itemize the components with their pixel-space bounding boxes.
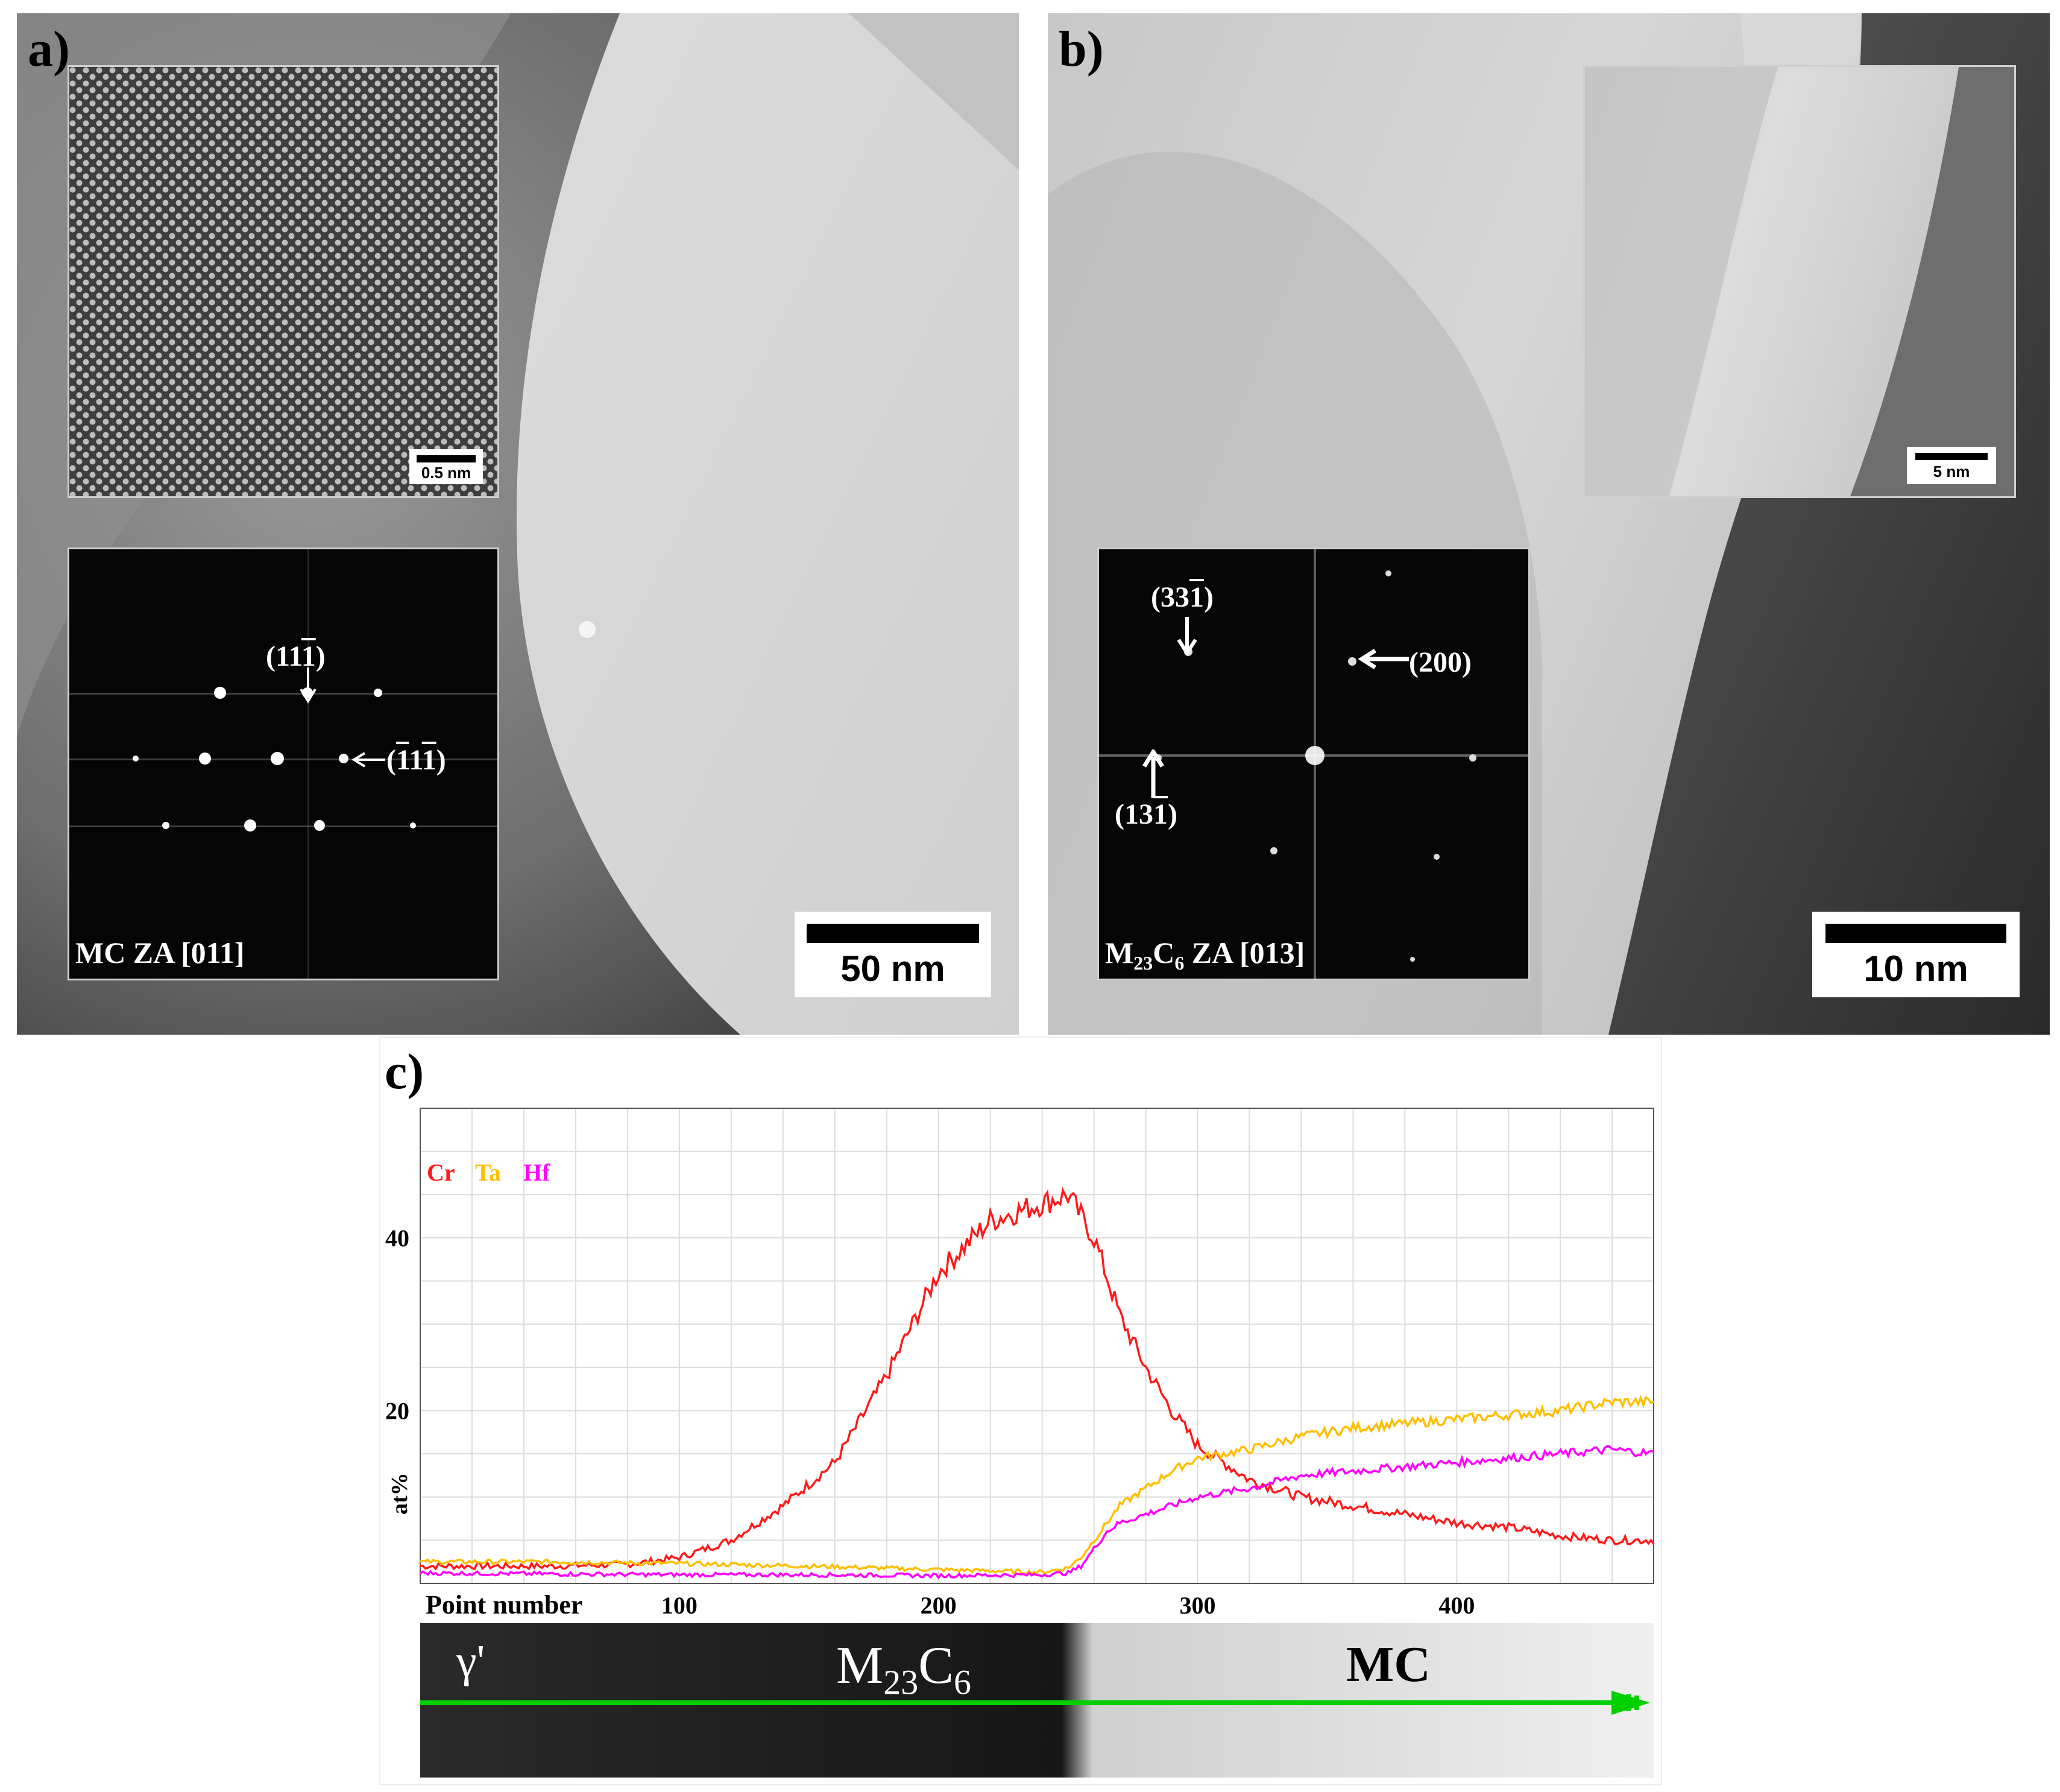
series-line-hf bbox=[419, 1445, 1654, 1580]
panel-a-fft-caption: MC ZA [011] bbox=[75, 936, 245, 970]
strip-label-gamma-prime: γ' bbox=[456, 1636, 485, 1686]
panel-a-spot-label-1: (111) bbox=[266, 640, 326, 672]
series-line-ta bbox=[420, 1395, 1654, 1576]
panel-b-hrtem-inset: 5 nm bbox=[1583, 65, 2016, 498]
panel-b-lattice-image bbox=[1585, 67, 2014, 496]
y-axis-label: at% bbox=[387, 1472, 412, 1515]
panel-a-lattice-image bbox=[69, 67, 497, 496]
legend-item-hf: Hf bbox=[523, 1159, 550, 1186]
panel-b-spot-label-131: (131) bbox=[1115, 798, 1177, 830]
panel-a-fft-inset: (111) (111) MC ZA [011] bbox=[68, 547, 499, 980]
panel-b-spot-label-331: (331) bbox=[1151, 581, 1214, 613]
panel-b-fft-inset: (331) (200) (131) M23C6 ZA [013] bbox=[1097, 547, 1530, 980]
panel-b-label: b) bbox=[1059, 21, 1104, 77]
panel-a-label: a) bbox=[28, 21, 70, 77]
x-tick-label: 400 bbox=[1438, 1592, 1475, 1619]
panel-a-scale-bar: 50 nm bbox=[795, 912, 991, 997]
chart-legend: Cr Ta Hf bbox=[427, 1159, 550, 1186]
panel-b-fft-pattern bbox=[1099, 549, 1528, 979]
panel-b-arrow-left bbox=[1358, 649, 1409, 669]
panel-c-frame bbox=[379, 1036, 1662, 1785]
line-scan-image bbox=[420, 1623, 1654, 1778]
panel-b-arrow-up bbox=[1142, 749, 1164, 798]
chart-series bbox=[419, 1187, 1655, 1580]
panel-b-scale-bar: 10 nm bbox=[1812, 912, 2020, 997]
chart-grid bbox=[420, 1108, 1654, 1583]
y-tick-label: 40 bbox=[385, 1225, 409, 1252]
panel-a-inset-scale-bar: 0.5 nm bbox=[409, 449, 483, 484]
panel-a-spot-label-2: (111) bbox=[386, 744, 446, 776]
panel-b-arrow-down bbox=[1177, 617, 1197, 655]
x-tick-label: 100 bbox=[661, 1592, 698, 1619]
strip-label-m23c6: M23C6 bbox=[836, 1636, 971, 1702]
x-tick-label: 200 bbox=[921, 1592, 957, 1619]
panel-b-spot-label-200: (200) bbox=[1409, 646, 1472, 678]
strip-label-mc: MC bbox=[1346, 1636, 1431, 1693]
line-scan-strip: γ' M23C6 MC bbox=[420, 1623, 1654, 1778]
plot-area bbox=[420, 1108, 1654, 1584]
series-line-cr bbox=[420, 1187, 1655, 1571]
legend-item-cr: Cr bbox=[427, 1159, 455, 1186]
legend-item-ta: Ta bbox=[475, 1159, 501, 1186]
x-tick-label: 300 bbox=[1179, 1592, 1215, 1619]
panel-a-fft-pattern bbox=[69, 549, 497, 979]
axis-ticks: 100 200 300 400 20 40 bbox=[385, 1225, 1475, 1619]
panel-b-fft-caption: M23C6 ZA [013] bbox=[1105, 936, 1305, 974]
y-tick-label: 20 bbox=[385, 1397, 409, 1424]
panel-c-label: c) bbox=[385, 1044, 424, 1100]
panel-a-arrow-left bbox=[351, 752, 385, 768]
panel-a-hrtem-inset: 0.5 nm bbox=[68, 65, 499, 498]
panel-a-arrow-down bbox=[300, 667, 317, 704]
x-axis-label: Point number bbox=[426, 1590, 582, 1620]
panel-b-inset-scale-bar: 5 nm bbox=[1907, 447, 1996, 484]
